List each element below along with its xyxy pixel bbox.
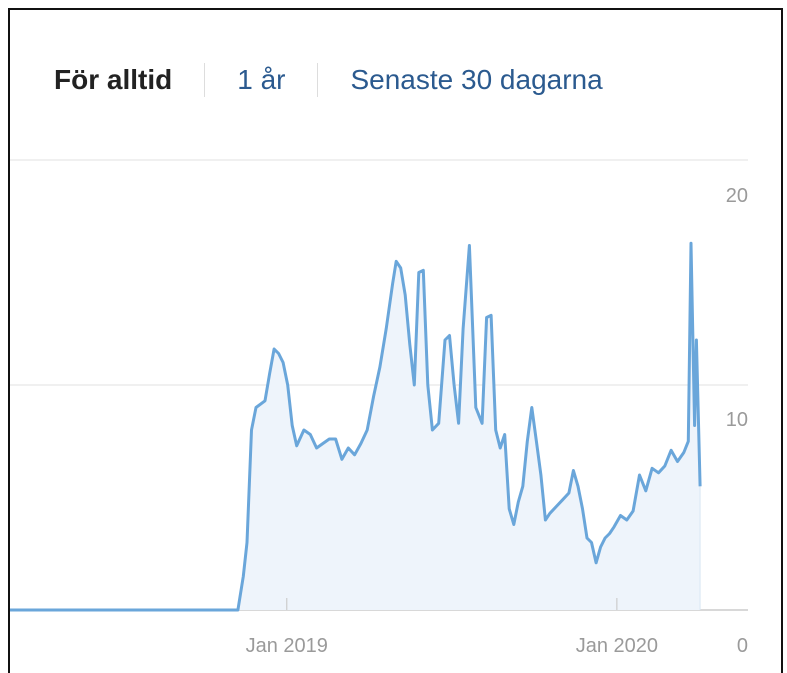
tab-divider bbox=[204, 63, 206, 97]
tab-1-year[interactable]: 1 år bbox=[237, 64, 286, 95]
y-tick-label: 0 bbox=[737, 635, 748, 657]
x-tick-label: Jan 2020 bbox=[576, 635, 658, 657]
x-tick-label: Jan 2019 bbox=[246, 635, 328, 657]
tab-divider bbox=[317, 63, 319, 97]
tab-all-time[interactable]: För alltid bbox=[54, 64, 173, 95]
series-area-fill bbox=[10, 243, 701, 611]
y-tick-label: 10 bbox=[726, 409, 748, 431]
tab-last-30-days[interactable]: Senaste 30 dagarna bbox=[350, 64, 603, 95]
series-line bbox=[10, 241, 702, 612]
y-tick-label: 20 bbox=[726, 185, 748, 207]
time-range-tabs: För alltid 1 år Senaste 30 dagarna bbox=[54, 60, 603, 100]
